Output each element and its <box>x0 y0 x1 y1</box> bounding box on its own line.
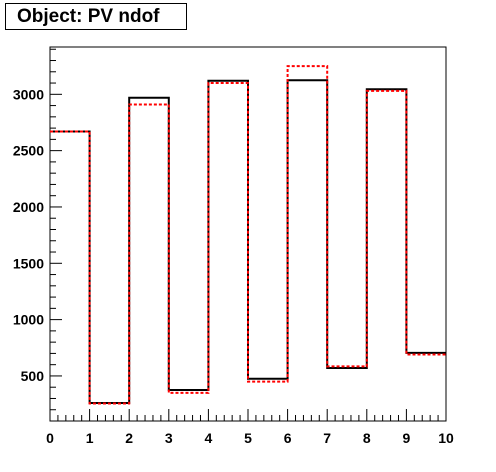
x-tick-label: 2 <box>125 430 133 446</box>
x-tick-label: 0 <box>46 430 54 446</box>
x-tick-label: 1 <box>86 430 94 446</box>
y-tick-label: 3000 <box>13 86 44 102</box>
series-2-histogram-line <box>50 65 446 405</box>
x-tick-label: 9 <box>403 430 411 446</box>
y-tick-label: 1500 <box>13 255 44 271</box>
x-tick-label: 6 <box>284 430 292 446</box>
y-tick-label: 1000 <box>13 312 44 328</box>
x-tick-label: 4 <box>205 430 213 446</box>
y-tick-label: 500 <box>21 368 45 384</box>
x-tick-label: 8 <box>363 430 371 446</box>
y-tick-label: 2500 <box>13 143 44 159</box>
x-tick-label: 7 <box>323 430 331 446</box>
chart-title: Object: PV ndof <box>5 3 187 30</box>
x-tick-label: 3 <box>165 430 173 446</box>
x-tick-label: 10 <box>438 430 454 446</box>
y-tick-label: 2000 <box>13 199 44 215</box>
x-tick-label: 5 <box>244 430 252 446</box>
